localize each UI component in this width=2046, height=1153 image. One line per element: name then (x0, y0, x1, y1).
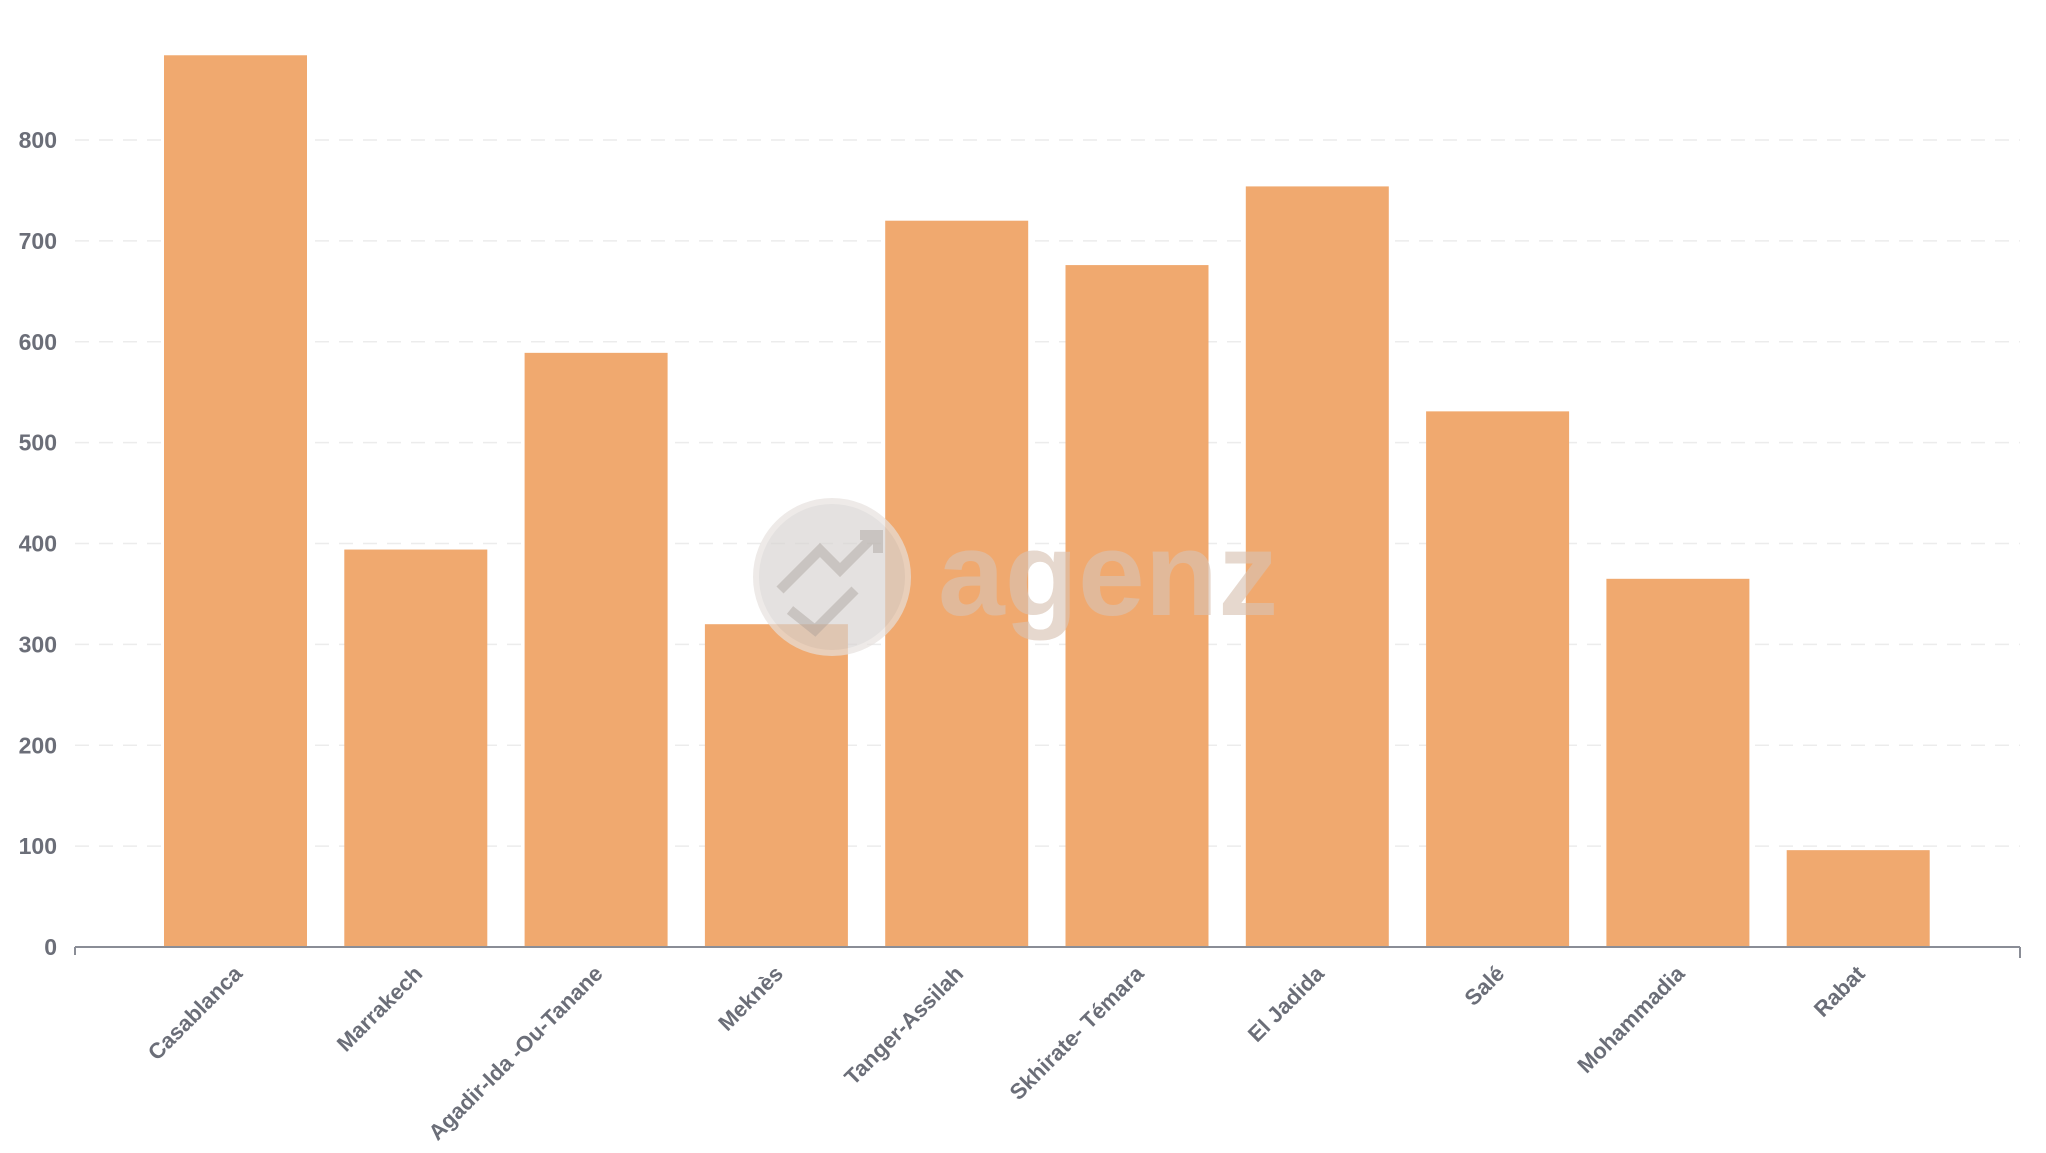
y-tick-label: 700 (19, 228, 57, 254)
watermark-text: agenz (938, 507, 1278, 641)
y-tick-label: 600 (19, 329, 57, 355)
y-tick-label: 200 (19, 732, 57, 758)
x-tick-label: Meknès (713, 961, 788, 1036)
bar (1606, 578, 1750, 947)
bar (1245, 186, 1389, 948)
y-tick-label: 300 (19, 631, 57, 657)
bar (344, 549, 488, 947)
bar (1065, 265, 1209, 948)
watermark-logo-icon (753, 498, 911, 656)
x-tick-label: Tanger-Assilah (839, 961, 968, 1090)
y-axis-ticks: 0 100 200 300 400 500 600 700 800 (19, 127, 57, 960)
bar (164, 55, 307, 947)
x-tick-label: Skhirate- Témara (1005, 960, 1149, 1104)
bar (704, 624, 848, 947)
x-tick-label: Mohammadia (1572, 960, 1690, 1078)
y-tick-label: 0 (44, 934, 57, 960)
x-tick-label: Rabat (1809, 960, 1870, 1021)
x-tick-label: Casablanca (143, 960, 248, 1065)
y-tick-label: 800 (19, 127, 57, 153)
bar (1426, 411, 1570, 947)
bar (1786, 850, 1930, 947)
bar (524, 352, 668, 947)
bars (164, 55, 1930, 948)
watermark-arrows-icon (776, 530, 883, 637)
x-tick-label: Agadir-Ida -Ou-Tanane (423, 961, 607, 1145)
x-tick-label: El Jadida (1243, 960, 1330, 1047)
x-tick-label: Salé (1459, 961, 1509, 1011)
y-tick-label: 500 (19, 430, 57, 456)
y-tick-label: 100 (19, 833, 57, 859)
y-tick-label: 400 (19, 531, 57, 557)
watermark: agenz (753, 498, 1278, 656)
x-tick-label: Marrakech (332, 961, 428, 1057)
